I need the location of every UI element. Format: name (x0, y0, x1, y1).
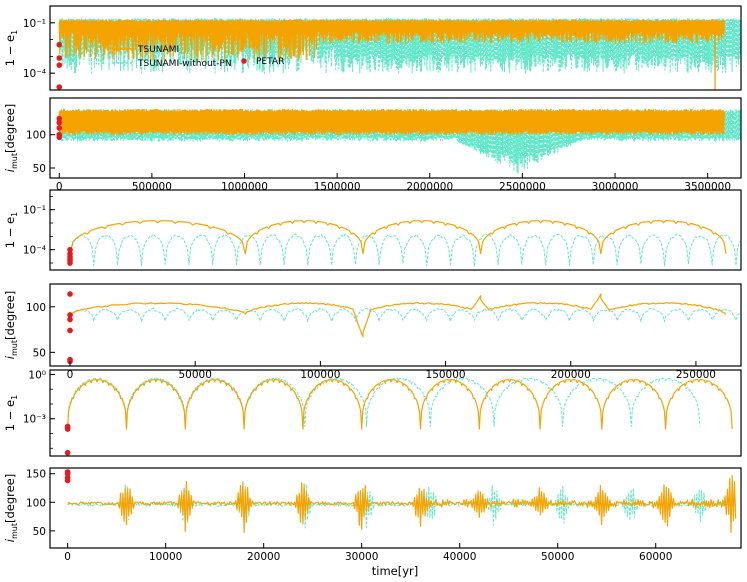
series-line-tsunami-without-pn (69, 307, 741, 323)
y-tick-label: 50 (33, 163, 46, 175)
x-tick-label: 200000 (551, 369, 591, 381)
y-axis-label: 1 − e1 (3, 212, 19, 248)
x-tick-label: 3500000 (684, 181, 731, 193)
x-tick-label: 30000 (345, 551, 378, 563)
petar-point (56, 134, 63, 141)
x-tick-label: 0 (56, 181, 63, 193)
series-line-tsunami (69, 293, 727, 338)
y-axis-label: imut[degree] (3, 104, 19, 172)
x-tick-label: 60000 (639, 551, 672, 563)
petar-point (67, 260, 73, 266)
series-line-tsunami-without-pn (67, 480, 737, 532)
x-tick-label: 500000 (132, 181, 172, 193)
legend-label-tsunami: TSUNAMI (137, 45, 179, 55)
x-tick-label: 150000 (426, 369, 466, 381)
x-tick-label: 40000 (443, 551, 476, 563)
chart-panel-4: 50 100 0 50000 100000 150000 200000 250000 imut[… (3, 283, 742, 381)
plot-area (69, 220, 741, 267)
petar-point (64, 449, 71, 456)
y-axis-label: imut[degree] (3, 291, 19, 359)
y-tick-label: 10⁻¹ (23, 205, 46, 217)
chart-panel-1: 10⁻¹ 10⁻⁴ 1 − e1 (3, 5, 742, 91)
y-tick-label: 100 (26, 497, 46, 509)
x-tick-label: 1000000 (221, 181, 268, 193)
petar-point (64, 477, 71, 484)
plot-area (58, 18, 741, 90)
x-tick-label: 2500000 (499, 181, 546, 193)
petar-point (56, 125, 63, 131)
y-tick-label: 10⁰ (28, 369, 46, 381)
chart-panel-3: 10⁻¹ 10⁻⁴ 1 − e1 (3, 189, 742, 271)
petar-point (56, 55, 63, 61)
x-tick-label: 50000 (179, 369, 212, 381)
chart-panel-6: 50 100 150 0 10000 20000 30000 40000 50000 60000 i… (3, 467, 742, 563)
petar-point (67, 246, 73, 253)
y-axis-label: imut[degree] (3, 474, 19, 542)
series-line-tsunami (58, 108, 725, 136)
petar-point (56, 115, 63, 122)
legend-swatch-petar (241, 58, 247, 64)
plot-area (67, 475, 737, 533)
petar-point (64, 470, 71, 477)
series-line-tsunami (58, 19, 725, 90)
plot-area (69, 293, 741, 338)
x-tick-label: 3000000 (592, 181, 639, 193)
petar-point (67, 327, 73, 334)
panel-frame (49, 97, 742, 179)
legend-label-tsunami-without-pn: TSUNAMI-without-PN (137, 59, 232, 69)
y-axis-label: 1 − e1 (3, 395, 19, 431)
y-axis-label: 1 − e1 (3, 30, 19, 66)
petar-point (56, 41, 63, 48)
x-tick-label: 20000 (247, 551, 280, 563)
plot-area (67, 377, 733, 430)
petar-point (56, 84, 63, 90)
petar-point (67, 312, 73, 318)
series-line-tsunami (67, 475, 737, 533)
y-tick-label: 150 (26, 469, 46, 481)
x-tick-label: 250000 (676, 369, 716, 381)
plot-area (58, 108, 741, 174)
x-tick-label: 10000 (149, 551, 182, 563)
petar-point (67, 316, 73, 323)
x-tick-label: 50000 (541, 551, 574, 563)
y-tick-label: 50 (33, 526, 46, 538)
y-tick-label: 50 (33, 347, 46, 359)
series-line-tsunami-without-pn (69, 233, 741, 267)
panel-frame (49, 189, 742, 271)
x-tick-label: 100000 (300, 369, 340, 381)
y-tick-label: 100 (26, 302, 46, 314)
petar-point (64, 426, 71, 432)
petar-point (67, 291, 73, 297)
x-tick-label: 0 (67, 369, 74, 381)
chart-panel-5: 10⁰ 10⁻³ 1 − e1 (3, 369, 742, 457)
petar-point (56, 62, 63, 68)
panel-frame (49, 369, 742, 457)
panel-frame (49, 283, 742, 367)
y-tick-label: 10⁻³ (23, 414, 46, 426)
x-axis-label: time[yr] (372, 564, 419, 578)
panel-frame (49, 5, 742, 91)
y-tick-label: 10⁻⁴ (23, 68, 46, 80)
series-line-tsunami-without-pn (67, 377, 701, 427)
legend: TSUNAMI TSUNAMI-without-PN PETAR (112, 45, 284, 69)
panel-frame (49, 467, 742, 549)
x-tick-label: 0 (64, 551, 71, 563)
petar-point (56, 119, 63, 126)
chart-panel-2: 50 100 0 500000 1000000 1500000 2000000 2500000… (3, 97, 742, 193)
series-line-tsunami (69, 220, 727, 255)
y-tick-label: 10⁻⁴ (23, 245, 46, 257)
x-tick-label: 2000000 (406, 181, 453, 193)
y-tick-label: 100 (26, 130, 46, 142)
legend-label-petar: PETAR (256, 57, 284, 67)
series-line-tsunami (67, 379, 733, 430)
x-tick-label: 1500000 (314, 181, 361, 193)
y-tick-label: 10⁻¹ (23, 18, 46, 30)
